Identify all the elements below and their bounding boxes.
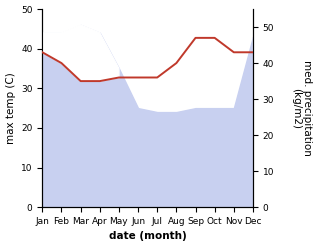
- Y-axis label: max temp (C): max temp (C): [5, 72, 16, 144]
- Y-axis label: med. precipitation
(kg/m2): med. precipitation (kg/m2): [291, 60, 313, 156]
- X-axis label: date (month): date (month): [109, 231, 187, 242]
